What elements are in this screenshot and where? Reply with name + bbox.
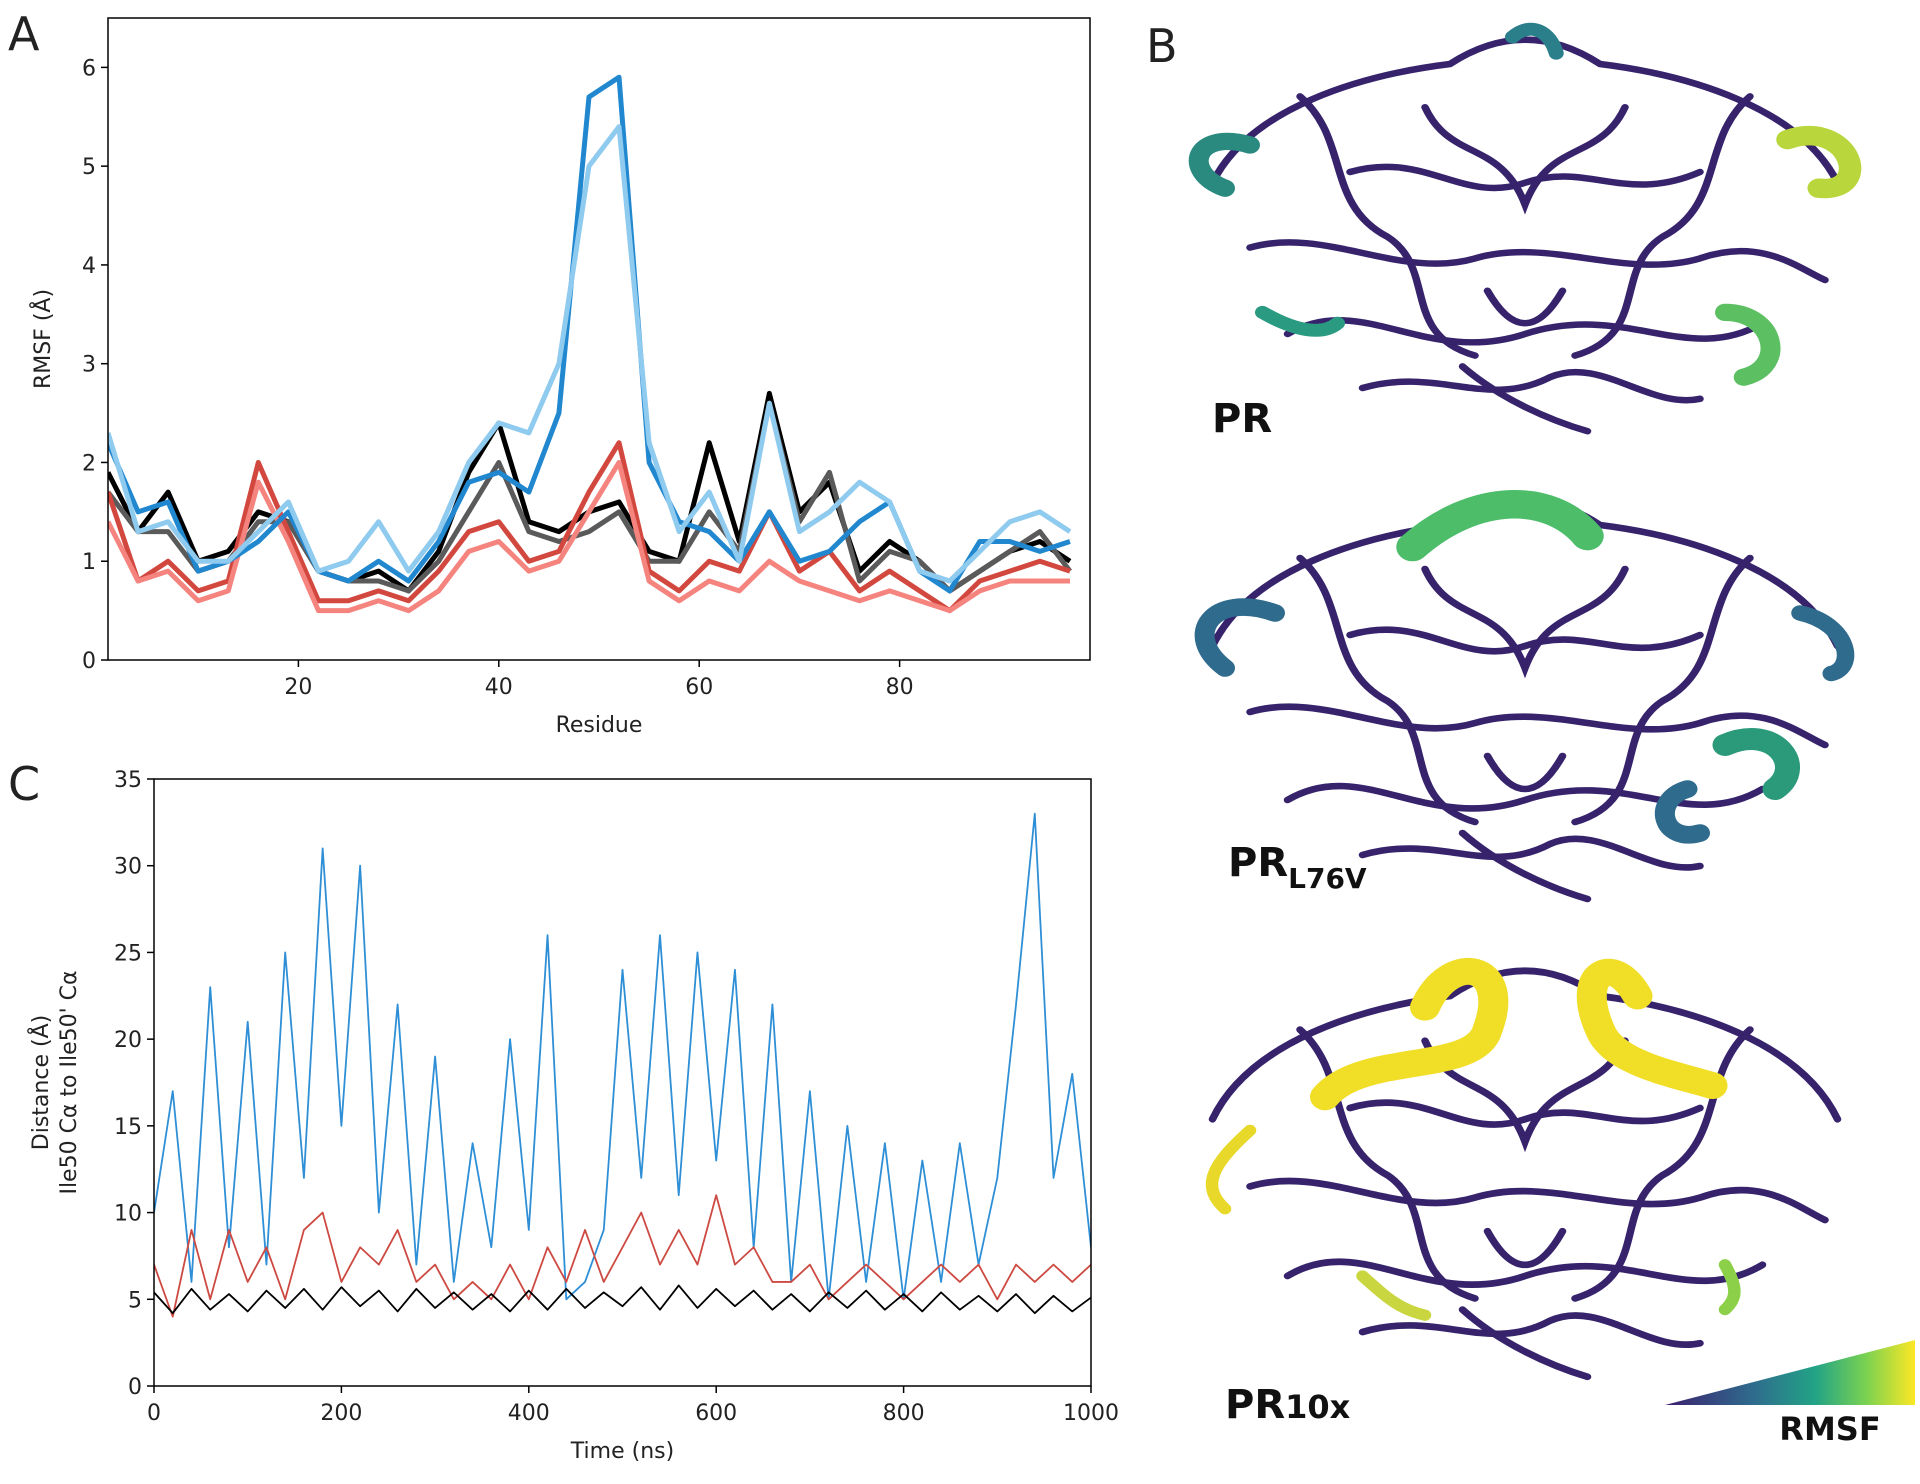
ribbon-highlight: [1396, 489, 1604, 562]
panel-label: A: [8, 7, 40, 61]
ribbon-highlight: [1712, 728, 1800, 801]
ribbon-highlight: [1505, 22, 1564, 60]
structure-pr-l76v: [1194, 489, 1855, 899]
y-tick-label: 25: [114, 941, 142, 966]
y-tick-label: 15: [114, 1115, 142, 1140]
series-line: [108, 440, 1071, 614]
series-line: [108, 124, 1072, 584]
y-tick-label: 2: [82, 451, 96, 476]
colorbar-label: RMSF: [1779, 1410, 1880, 1448]
y-axis-label: Ile50 Cα to Ile50' Cα: [57, 970, 82, 1194]
y-tick-label: 3: [82, 353, 96, 378]
x-tick-label: 400: [508, 1401, 550, 1426]
y-tick-label: 1: [82, 550, 96, 575]
structure-name: PR: [1228, 840, 1288, 886]
colorbar: [1665, 1340, 1915, 1405]
structure-pr10x: [1205, 958, 1838, 1377]
y-tick-label: 35: [114, 768, 142, 793]
structure-pr: [1188, 22, 1862, 431]
y-tick-label: 5: [82, 155, 96, 180]
y-tick-label: 20: [114, 1028, 142, 1053]
structure-label: PRL76V: [1228, 840, 1367, 895]
y-tick-label: 5: [128, 1288, 142, 1313]
ribbon-highlight: [1188, 132, 1260, 197]
x-tick-label: 60: [685, 675, 713, 700]
y-tick-label: 10: [114, 1202, 142, 1227]
ribbon-highlight: [1310, 958, 1509, 1111]
y-tick-label: 0: [128, 1375, 142, 1400]
panel-label: C: [8, 757, 40, 811]
y-tick-label: 30: [114, 855, 142, 880]
ribbon: [1213, 971, 1838, 1377]
plot-area: [108, 74, 1072, 614]
structure-label: PR10x: [1225, 1382, 1351, 1428]
structure-subscript: L76V: [1288, 862, 1367, 895]
structure-subscript: 10x: [1285, 1388, 1351, 1426]
y-tick-label: 6: [82, 56, 96, 81]
series-line: [154, 1284, 1091, 1315]
ribbon: [1213, 500, 1838, 899]
x-tick-label: 600: [695, 1401, 737, 1426]
series-line: [154, 1194, 1091, 1318]
panel-label: B: [1146, 19, 1178, 73]
ribbon-highlight: [1718, 1259, 1741, 1316]
x-axis-label: Residue: [556, 713, 643, 738]
x-tick-label: 80: [886, 675, 914, 700]
y-tick-label: 4: [82, 254, 96, 279]
ribbon-highlight: [1715, 303, 1781, 386]
structure-label: PR: [1212, 396, 1272, 442]
ribbon-highlight: [1776, 126, 1862, 198]
plot-area: [154, 812, 1091, 1318]
x-tick-label: 1000: [1063, 1401, 1119, 1426]
series-line: [108, 459, 1070, 614]
ribbon-highlight: [1654, 780, 1710, 844]
x-tick-label: 200: [320, 1401, 362, 1426]
ribbon-highlight: [1194, 598, 1285, 677]
x-tick-label: 40: [485, 675, 513, 700]
y-tick-label: 0: [82, 649, 96, 674]
ribbon-highlight: [1205, 1124, 1257, 1215]
ribbon-highlight: [1255, 305, 1345, 337]
y-axis-label: Distance (Å): [27, 1015, 54, 1150]
x-tick-label: 0: [147, 1401, 161, 1426]
series-line: [154, 812, 1091, 1301]
ribbon-highlight: [1356, 1270, 1432, 1321]
ribbon-highlight: [1576, 958, 1728, 1100]
y-axis-label: RMSF (Å): [29, 289, 56, 389]
x-axis-label: Time (ns): [570, 1439, 674, 1464]
x-tick-label: 800: [883, 1401, 925, 1426]
x-tick-label: 20: [284, 675, 312, 700]
ribbon-highlight: [1791, 605, 1855, 682]
structure-name: PR: [1225, 1382, 1285, 1428]
axes-frame: [107, 17, 1091, 661]
axes-frame: [153, 778, 1092, 1387]
